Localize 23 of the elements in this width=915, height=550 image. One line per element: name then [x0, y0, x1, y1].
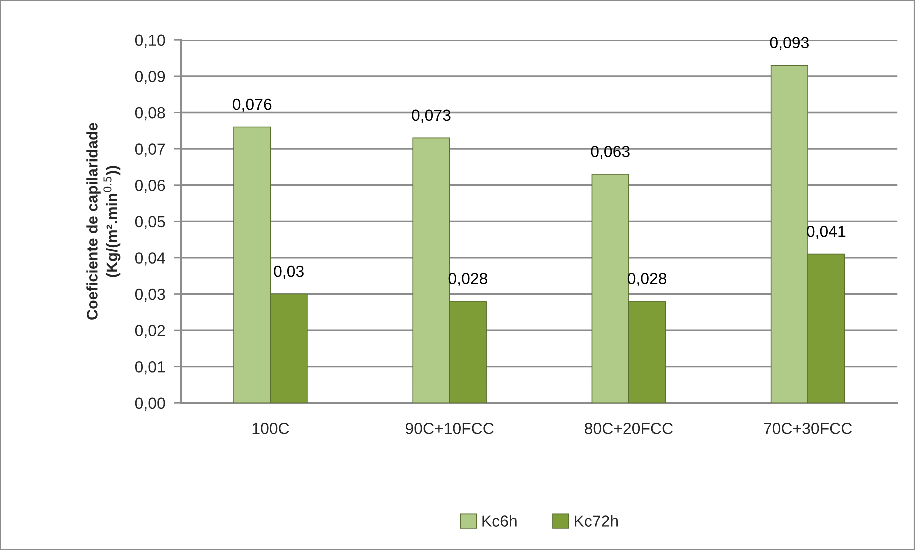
data-label: 0,093 [770, 37, 809, 50]
data-label: 0,063 [591, 146, 630, 160]
y-tick-label: 0,05 [135, 216, 166, 230]
y-tick-label: 0,04 [135, 252, 166, 266]
x-tick-label: 100C [252, 423, 290, 434]
data-label: 0,03 [274, 266, 304, 280]
data-label: 0,073 [412, 110, 451, 123]
y-tick-label: 0,09 [135, 71, 166, 84]
x-tick-label: 80C+20FCC [585, 423, 673, 434]
y-tick-label: 0,07 [135, 144, 166, 157]
y-tick-label: 0,03 [135, 288, 166, 302]
legend-label: Kc72h [575, 515, 618, 527]
data-label: 0,076 [233, 98, 272, 112]
x-tick-label: 70C+30FCC [764, 423, 852, 434]
y-tick-label: 0,10 [135, 34, 166, 48]
y-axis-title: Coeficiente de capilaridade (Kg/(m².min$^{0.5}$)) [86, 123, 121, 320]
legend-label: Kc6h [482, 515, 517, 527]
y-tick-label: 0,02 [135, 325, 166, 338]
y-tick-label: 0,06 [135, 180, 166, 194]
x-tick-label: 90C+10FCC [406, 423, 494, 434]
y-tick-label: 0,00 [135, 398, 166, 411]
y-tick-label: 0,01 [135, 361, 166, 375]
y-tick-label: 0,08 [135, 107, 166, 121]
